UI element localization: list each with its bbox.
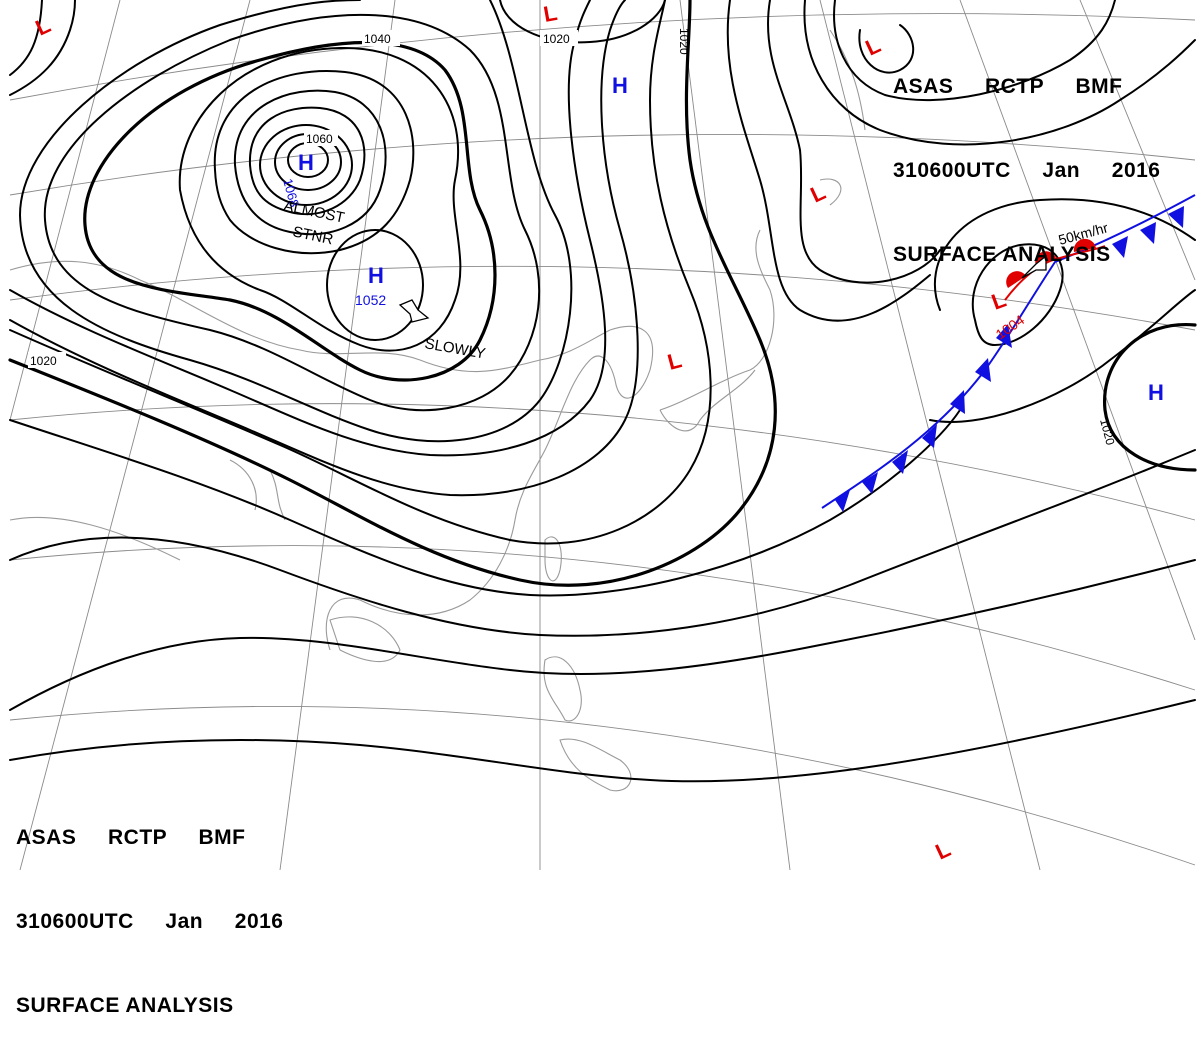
cold-front — [821, 194, 1196, 512]
isobar-label-1020-vertical: 1020 — [677, 28, 691, 55]
isobar-label-1060: 1060 — [306, 132, 333, 146]
isobar-label-1020-top: 1020 — [543, 32, 570, 46]
isobar-1060 — [248, 106, 366, 216]
header-line-3: SURFACE ANALYSIS — [16, 994, 234, 1017]
latitude-line — [9, 13, 1196, 101]
latitude-line — [9, 705, 1196, 866]
cold-front-barb — [975, 358, 991, 382]
isobar-1004-ring — [971, 243, 1064, 346]
graticule — [9, 0, 1196, 871]
isobar-ring — [9, 0, 639, 497]
isobar-labels: 1040 1060 1020 1020 1020 1020 — [28, 28, 1118, 447]
isobars — [8, 0, 1197, 783]
isobar-ring — [9, 409, 961, 597]
japan-south — [659, 369, 756, 432]
isobar-1020-right — [1103, 323, 1197, 472]
slowly-arrow-icon — [398, 299, 430, 323]
low-pressure-symbol: L — [665, 347, 684, 375]
high-pressure-symbol: H — [1148, 380, 1164, 405]
isobar-ring — [803, 0, 1196, 146]
isobar-ring — [9, 0, 712, 545]
taiwan — [544, 536, 562, 582]
isobar-ring — [213, 70, 415, 255]
header-line-1: ASAS RCTP BMF — [893, 75, 1123, 98]
isobar-ring — [934, 198, 1196, 311]
header-top-right: ASAS RCTP BMF 310600UTC Jan 2016 SURFACE… — [893, 17, 1160, 297]
label-backdrop — [540, 30, 578, 46]
sw-coast — [9, 516, 181, 561]
isobar-1020-main — [8, 0, 777, 587]
high-pressure-symbol: H — [298, 150, 314, 175]
isobar-ring — [726, 0, 931, 322]
longitude-line — [19, 0, 251, 871]
high-pressure-symbol: H — [368, 263, 384, 288]
header-line-2: 310600UTC Jan 2016 — [16, 910, 284, 933]
motion-arrows — [398, 254, 1047, 323]
isobar-ring — [233, 89, 387, 236]
fast-arrow-icon — [1021, 254, 1047, 279]
isobar-ring — [767, 0, 941, 284]
header-line-3: SURFACE ANALYSIS — [893, 243, 1111, 266]
header-line-1: ASAS RCTP BMF — [16, 826, 246, 849]
high-pressure-symbol: H — [612, 73, 628, 98]
latitude-line — [9, 545, 1196, 691]
isobar-1040 — [83, 40, 497, 382]
cold-front-barb — [922, 424, 937, 448]
header-line-2: 310600UTC Jan 2016 — [893, 159, 1161, 182]
isobar-ring — [259, 124, 353, 206]
isobar-label-1020-right: 1020 — [1097, 417, 1118, 447]
longitude-line — [1079, 0, 1196, 281]
isobar-ring — [929, 289, 1196, 423]
header-bottom-left: ASAS RCTP BMF 310600UTC Jan 2016 SURFACE… — [16, 768, 283, 1048]
latitude-line — [9, 133, 1196, 196]
japan-coast — [659, 229, 775, 411]
isobar-label-1020-left: 1020 — [30, 354, 57, 368]
surface-analysis-map: 1040 1060 1020 1020 1020 1020 H 1068 H 1… — [8, 0, 1197, 871]
longitude-line — [679, 0, 791, 871]
cold-front-barb — [892, 450, 908, 474]
latitude-line — [9, 265, 1196, 331]
longitude-line — [9, 0, 121, 421]
label-backdrop — [28, 352, 66, 368]
cold-front-barb — [950, 390, 965, 414]
longitude-line — [959, 0, 1196, 641]
high-pressure-value: 1068 — [280, 177, 302, 209]
label-backdrop — [304, 130, 338, 146]
philippines-south — [559, 738, 632, 792]
cold-front-barb — [996, 324, 1012, 348]
isobar-ring — [833, 0, 1116, 102]
luzon — [543, 656, 582, 722]
warm-front-bump — [1006, 271, 1026, 288]
isobar-ring — [9, 699, 1196, 783]
isobar-ring — [9, 449, 1196, 637]
cold-front-barb — [835, 490, 850, 512]
isobar-ring — [43, 13, 541, 412]
hainan-region — [329, 616, 401, 663]
isobar-ring — [19, 0, 573, 443]
isobar-ring — [9, 0, 607, 457]
isobar-ring — [9, 0, 43, 76]
isobar-ring — [9, 0, 76, 96]
cold-front-barb — [1112, 236, 1128, 258]
isobar-ring — [858, 24, 915, 74]
isobar-1020-top — [499, 0, 666, 44]
china-coast — [325, 325, 654, 651]
isobar-label-1040: 1040 — [364, 32, 391, 46]
cold-front-barb — [862, 472, 878, 494]
isobar-1052-ring — [326, 229, 424, 341]
low-pressure-symbol: L — [542, 0, 560, 27]
high-pressure-value: 1052 — [355, 292, 386, 308]
cold-front-barb — [1140, 222, 1156, 244]
warm-front-line — [1004, 245, 1106, 301]
label-backdrop — [362, 30, 400, 46]
cold-front-barb — [1168, 206, 1184, 228]
latitude-line — [9, 403, 1196, 521]
isobar-ring — [178, 46, 462, 352]
warm-front-bump — [1073, 238, 1096, 252]
isobar-ring — [9, 559, 1196, 711]
cold-front-line — [821, 194, 1196, 509]
